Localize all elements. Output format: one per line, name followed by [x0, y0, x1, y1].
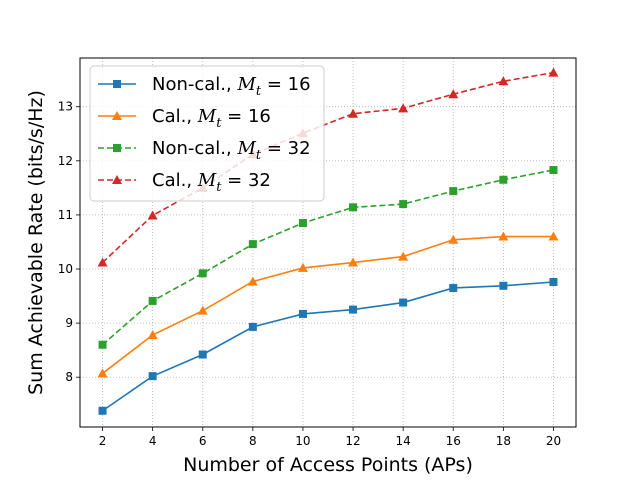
y-tick-label: 13: [58, 100, 73, 114]
x-tick-label: 16: [446, 434, 461, 448]
legend-marker: [113, 144, 121, 152]
y-axis-label: Sum Achievable Rate (bits/s/Hz): [25, 90, 47, 395]
data-point: [349, 305, 358, 314]
data-point: [298, 219, 307, 228]
plot-area-frame: [79, 57, 577, 428]
data-point: [449, 187, 458, 196]
data-point: [247, 276, 258, 286]
data-point: [498, 76, 509, 86]
data-point: [398, 103, 409, 113]
data-point: [148, 372, 157, 381]
data-point: [498, 231, 509, 241]
data-point: [549, 277, 558, 286]
data-point: [97, 257, 108, 267]
x-tick-label: 4: [149, 434, 157, 448]
series-line: [102, 281, 554, 412]
y-tick-label: 10: [58, 262, 73, 276]
data-point: [198, 269, 207, 278]
data-series: [97, 67, 559, 415]
x-tick-label: 20: [546, 434, 561, 448]
x-tick-label: 18: [496, 434, 511, 448]
legend-label-var: M: [197, 170, 217, 191]
legend-label-var: M: [236, 74, 256, 95]
y-tick-label: 9: [65, 316, 73, 330]
data-point: [348, 108, 359, 118]
legend-label-prefix: Non-cal.,: [152, 138, 237, 159]
data-point: [147, 210, 158, 220]
legend-label-subscript: t: [216, 116, 222, 131]
data-point: [148, 296, 157, 305]
axis-ticks: 2 4 6 8 10 12 14 16 18 20 8 9 10 11 12 13: [58, 100, 561, 448]
legend-label-suffix: = 32: [221, 170, 270, 191]
x-tick-label: 6: [199, 434, 207, 448]
data-point: [198, 350, 207, 359]
data-point: [97, 368, 108, 378]
legend-label-suffix: = 32: [261, 138, 310, 159]
x-tick-label: 2: [99, 434, 107, 448]
legend-label: Cal., Mt = 16: [152, 106, 271, 131]
data-point: [248, 322, 257, 331]
legend-label-prefix: Non-cal.,: [152, 74, 237, 95]
series-line: [102, 235, 554, 375]
x-tick-label: 12: [345, 434, 360, 448]
data-point: [197, 305, 208, 315]
legend-label-subscript: t: [216, 180, 222, 195]
data-point: [548, 67, 559, 77]
legend-item-1: Non-cal., Mt = 16: [98, 74, 311, 99]
y-tick-label: 12: [58, 154, 73, 168]
legend-label: Non-cal., Mt = 32: [152, 138, 311, 163]
data-point: [349, 203, 358, 212]
series-1: [98, 277, 558, 415]
legend-label-prefix: Cal.,: [152, 170, 198, 191]
data-point: [448, 234, 459, 244]
x-tick-label: 14: [396, 434, 411, 448]
legend-marker: [112, 175, 122, 184]
legend-label: Cal., Mt = 32: [152, 170, 271, 195]
legend-label-prefix: Cal.,: [152, 106, 198, 127]
legend-label-subscript: t: [256, 148, 262, 163]
series-line: [102, 169, 554, 346]
legend-label-subscript: t: [256, 84, 262, 99]
data-point: [399, 200, 408, 209]
legend-label: Non-cal., Mt = 16: [152, 74, 311, 99]
data-point: [98, 406, 107, 415]
series-2: [97, 231, 559, 378]
legend-label-var: M: [236, 138, 256, 159]
legend-marker: [112, 111, 122, 120]
data-point: [448, 89, 459, 99]
legend-label-suffix: = 16: [221, 106, 270, 127]
data-point: [399, 298, 408, 307]
x-axis-label: Number of Access Points (APs): [183, 454, 473, 476]
data-point: [499, 175, 508, 184]
data-point: [499, 281, 508, 290]
x-tick-label: 8: [249, 434, 257, 448]
x-tick-label: 10: [295, 434, 310, 448]
legend-box: [89, 65, 325, 202]
data-point: [348, 257, 359, 267]
y-tick-label: 11: [58, 208, 73, 222]
legend-label-var: M: [197, 106, 217, 127]
legend-marker: [113, 80, 121, 88]
data-point: [147, 330, 158, 340]
y-tick-label: 8: [65, 370, 73, 384]
data-point: [298, 309, 307, 318]
data-point: [248, 240, 257, 249]
data-point: [398, 251, 409, 261]
data-point: [549, 165, 558, 174]
legend-item-4: Cal., Mt = 32: [98, 170, 271, 195]
legend-label-suffix: = 16: [261, 74, 310, 95]
data-point: [449, 283, 458, 292]
data-point: [297, 262, 308, 272]
legend-item-3: Non-cal., Mt = 32: [98, 138, 311, 163]
data-point: [98, 340, 107, 349]
legend-item-2: Cal., Mt = 16: [98, 106, 271, 131]
data-point: [548, 231, 559, 241]
series-3: [98, 165, 558, 349]
